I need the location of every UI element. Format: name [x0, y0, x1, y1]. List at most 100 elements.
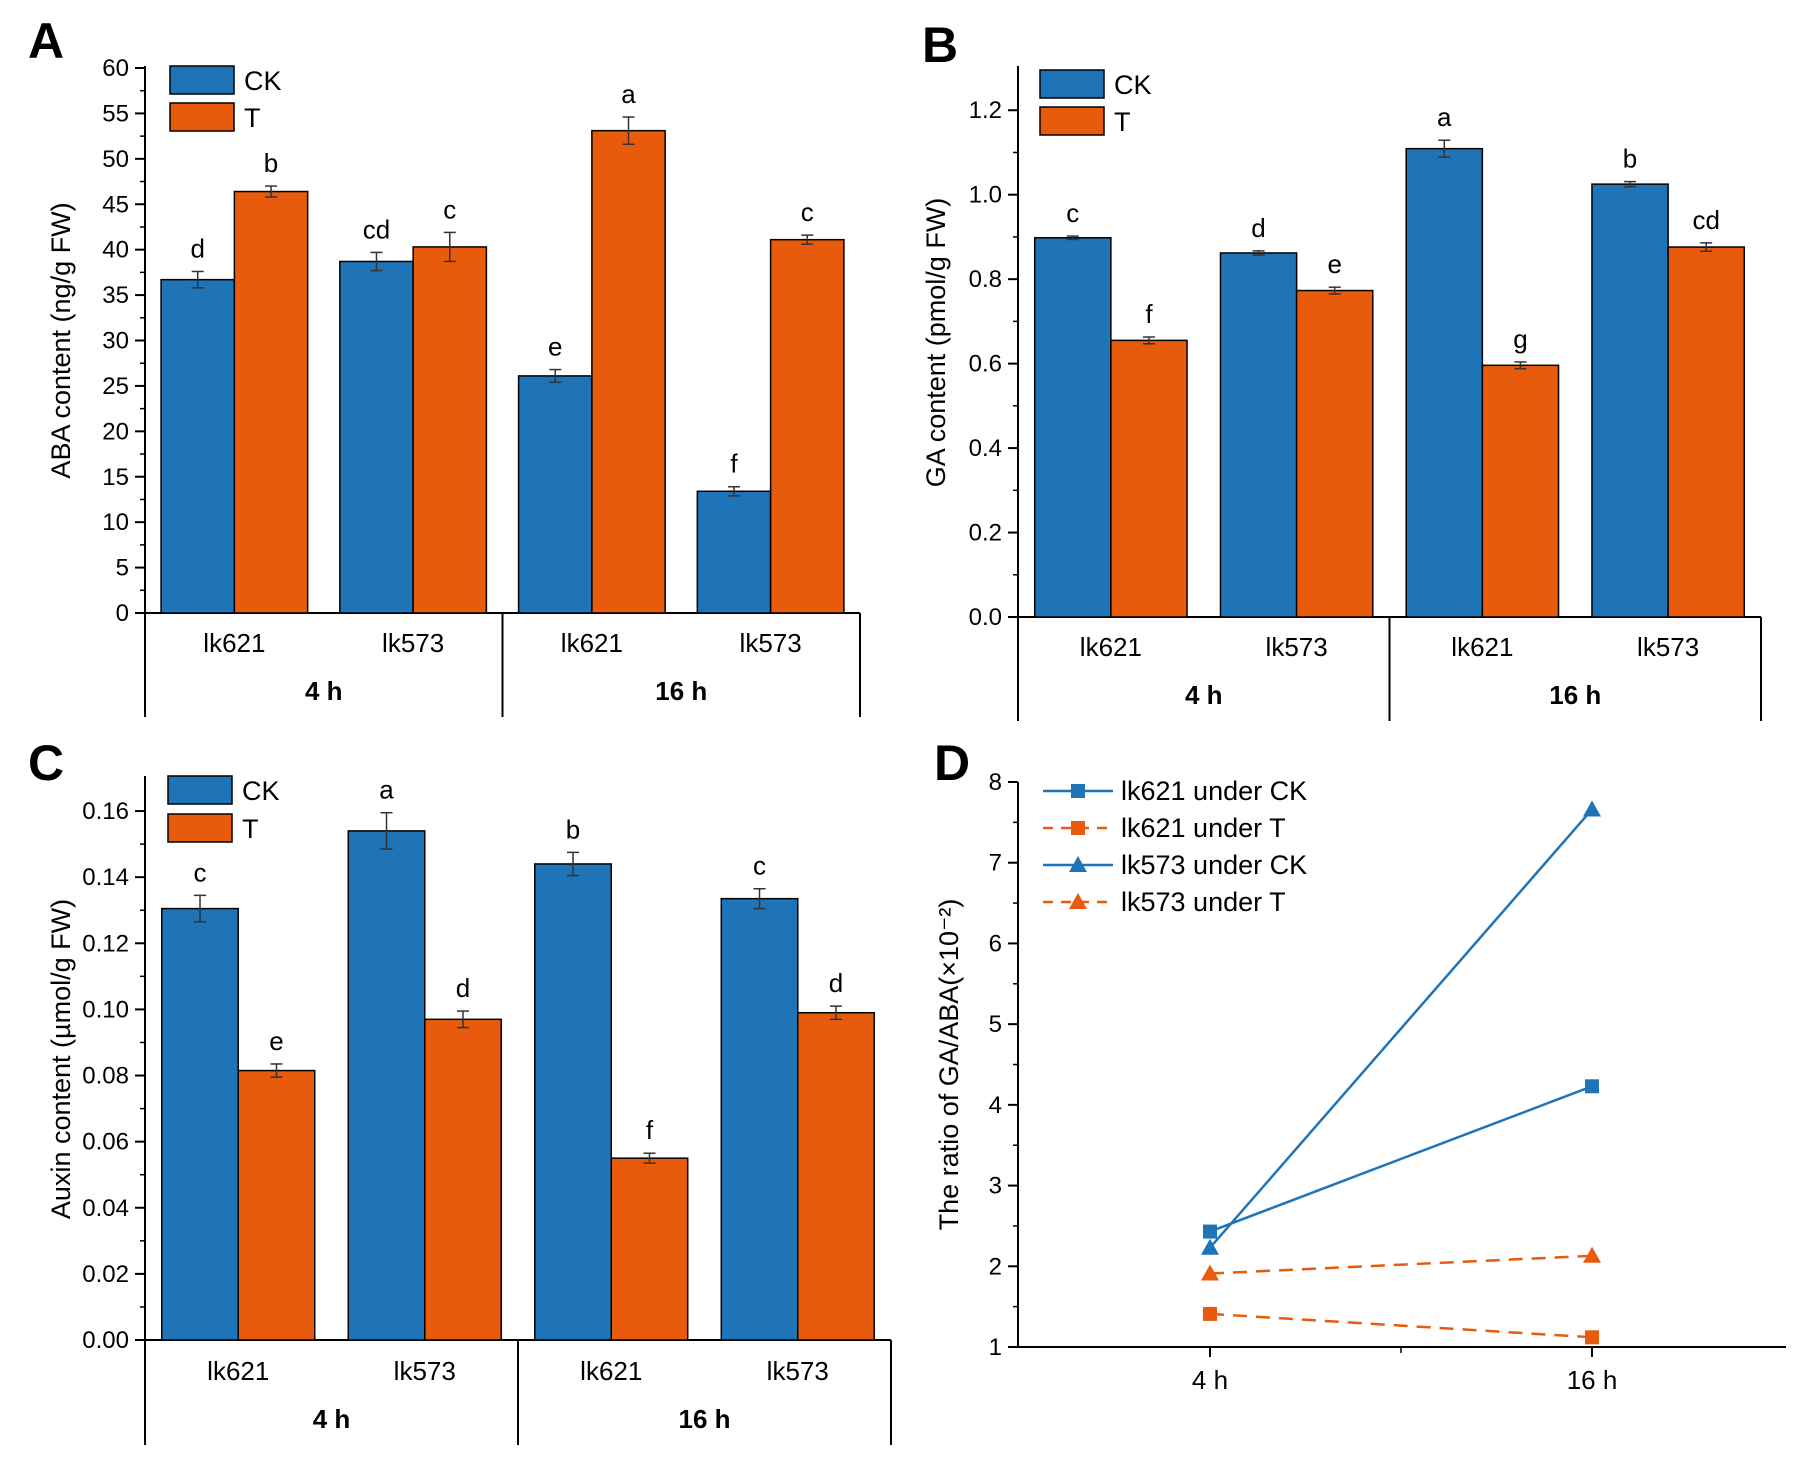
bar-t: [1295, 289, 1374, 618]
legend-swatch-t: [1039, 106, 1105, 136]
legend-label: lk573 under T: [1121, 887, 1286, 917]
bar-t: [797, 1011, 875, 1341]
bar-ck: [534, 863, 612, 1341]
data-point: [1203, 1306, 1217, 1321]
bar-t: [1481, 364, 1560, 618]
bar-ck: [339, 260, 414, 614]
legend-label: lk621 under CK: [1121, 776, 1307, 806]
y-tick-label: 0.08: [82, 1063, 129, 1090]
category-label: lk621: [561, 628, 623, 658]
y-tick-label: 0.4: [969, 435, 1002, 462]
y-tick-label: 0.02: [82, 1261, 129, 1288]
significance-label: b: [566, 814, 580, 844]
significance-label: f: [1145, 299, 1153, 329]
y-tick-label: 60: [102, 55, 129, 82]
y-tick-label: 45: [102, 191, 129, 218]
y-axis-label: GA content (pmol/g FW): [921, 198, 951, 488]
significance-label: c: [753, 851, 766, 881]
y-tick-label: 5: [989, 1011, 1002, 1038]
y-tick-label: 3: [989, 1173, 1002, 1200]
y-tick-label: 0.12: [82, 930, 129, 957]
x-tick-label: 4 h: [1192, 1365, 1228, 1395]
significance-label: b: [264, 148, 278, 178]
y-tick-label: 20: [102, 418, 129, 445]
panel-letter-b: B: [922, 17, 958, 73]
panel-b-ga-chart: 0.0 0.2 0.4 0.6 0.8 1.0 1.2 GA content (pmol/g …: [921, 66, 1762, 721]
category-label: lk573: [382, 628, 444, 658]
series-line: [1209, 1312, 1593, 1339]
significance-label: e: [1327, 249, 1341, 279]
category-label: lk573: [740, 628, 802, 658]
legend-marker: [1071, 821, 1085, 835]
y-tick-label: 25: [102, 373, 129, 400]
panel-letter-c: C: [28, 735, 64, 791]
significance-label: a: [379, 775, 394, 805]
data-point: [1585, 1079, 1599, 1094]
category-label: lk621: [207, 1356, 269, 1386]
y-tick-label: 0.04: [82, 1195, 129, 1222]
bar-ck: [347, 830, 426, 1341]
significance-label: e: [269, 1026, 283, 1056]
series-line: [1209, 808, 1593, 1249]
y-tick-label: 0.00: [82, 1327, 129, 1354]
y-tick-label: 6: [989, 930, 1002, 957]
legend-label-ck: CK: [244, 66, 282, 96]
bar-ck: [720, 897, 799, 1341]
data-point: [1585, 1330, 1599, 1345]
legend-swatch-ck: [167, 775, 233, 805]
bar-ck: [160, 278, 236, 614]
y-tick-label: 40: [102, 237, 129, 264]
significance-label: e: [548, 332, 562, 362]
legend-label: lk573 under CK: [1121, 850, 1307, 880]
y-tick-label: 1.0: [969, 182, 1002, 209]
y-axis-label: The ratio of GA/ABA(×10⁻²): [934, 899, 964, 1231]
significance-label: f: [646, 1115, 654, 1145]
y-tick-label: 30: [102, 328, 129, 355]
y-tick-label: 1.2: [969, 97, 1002, 124]
y-tick-label: 2: [989, 1253, 1002, 1280]
group-label: 4 h: [313, 1404, 351, 1434]
bar-ck: [1591, 183, 1669, 618]
x-tick-label: 16 h: [1567, 1365, 1618, 1395]
y-tick-label: 1: [989, 1334, 1002, 1361]
legend-marker: [1071, 784, 1085, 798]
legend-swatch-t: [169, 102, 235, 132]
significance-label: d: [829, 968, 843, 998]
series-line: [1209, 1254, 1593, 1275]
y-axis-label: Auxin content (µmol/g FW): [46, 899, 76, 1219]
category-label: lk573: [1266, 632, 1328, 662]
significance-label: cd: [1692, 205, 1719, 235]
bar-ck: [696, 490, 772, 614]
significance-label: cd: [363, 214, 390, 244]
category-label: lk573: [394, 1356, 456, 1386]
legend-swatch-ck: [169, 65, 235, 95]
y-tick-label: 8: [989, 769, 1002, 796]
bar-t: [1667, 246, 1746, 618]
legend-marker: [1069, 856, 1087, 872]
significance-label: c: [194, 857, 207, 887]
legend-label-t: T: [242, 814, 259, 844]
y-tick-label: 5: [116, 555, 129, 582]
bar-t: [769, 238, 845, 614]
panel-a-aba-chart: 0 5 10 15 20 25 30 35 40 45 50 55 60 ABA content (ng/…: [46, 55, 861, 717]
y-tick-label: 0.06: [82, 1129, 129, 1156]
data-point: [1583, 800, 1601, 817]
legend-swatch-t: [167, 813, 233, 843]
bar-t: [233, 190, 309, 614]
significance-label: d: [456, 973, 470, 1003]
legend-swatch-ck: [1039, 69, 1105, 99]
panel-letter-a: A: [28, 13, 64, 69]
category-label: lk573: [767, 1356, 829, 1386]
y-tick-label: 50: [102, 146, 129, 173]
significance-label: c: [801, 197, 814, 227]
y-tick-label: 35: [102, 282, 129, 309]
y-tick-label: 0.14: [82, 864, 129, 891]
bar-ck: [1405, 147, 1484, 618]
significance-label: f: [730, 449, 738, 479]
significance-label: d: [1251, 213, 1265, 243]
group-label: 4 h: [1185, 680, 1223, 710]
group-label: 4 h: [305, 676, 343, 706]
legend-label-t: T: [1114, 107, 1131, 137]
bar-ck: [1033, 237, 1112, 618]
